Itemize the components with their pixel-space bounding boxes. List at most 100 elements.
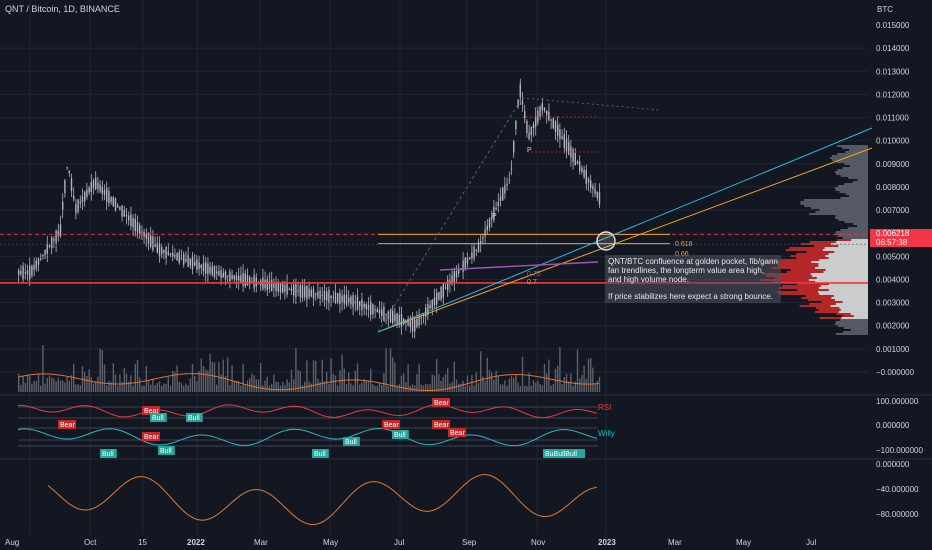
candle-body (84, 191, 86, 202)
profile-bar (818, 263, 868, 265)
candle-body (183, 254, 185, 265)
profile-bar (822, 249, 868, 251)
candle-body (574, 152, 576, 166)
candle-body (68, 170, 70, 174)
candle-body (66, 167, 68, 169)
volume-bar (464, 385, 466, 392)
candle-body (26, 270, 29, 275)
bull-label: Bull (160, 448, 172, 455)
volume-bar (99, 348, 101, 392)
volume-bar (121, 382, 123, 392)
volume-bar (372, 383, 374, 392)
volume-bar (286, 379, 288, 392)
volume-bar (229, 385, 231, 392)
bear-label: Bear (144, 408, 159, 415)
candle-body (312, 288, 315, 299)
bear-label-bg (142, 432, 160, 441)
volume-bar (97, 376, 99, 392)
candle-body (119, 207, 121, 211)
candle-body (180, 258, 183, 260)
candle-body (227, 275, 229, 277)
profile-bar (848, 195, 868, 197)
volume-bar (506, 385, 508, 392)
candle-body (592, 186, 594, 190)
candle-body (266, 279, 268, 290)
volume-bar (422, 385, 425, 392)
candle-body (277, 282, 279, 292)
candle-body (398, 315, 400, 325)
profile-bar (837, 235, 868, 237)
price-tick: 0.007000 (876, 206, 910, 215)
candle-body (392, 310, 394, 324)
profile-bar (842, 237, 868, 239)
candle-body (508, 179, 510, 181)
candle-body (288, 288, 290, 290)
profile-bar (835, 215, 868, 217)
candle-body (86, 189, 88, 198)
candle-body (341, 295, 343, 302)
candle-body (279, 282, 282, 293)
volume-bar (279, 385, 282, 392)
volume-bar (583, 365, 585, 392)
volume-bar (257, 379, 260, 392)
volume-bar (141, 385, 143, 392)
volume-bar (185, 383, 187, 392)
profile-bar (845, 151, 868, 153)
candle-body (290, 288, 293, 291)
profile-bar (850, 329, 868, 331)
bull-label-bg (312, 449, 329, 458)
volume-bar (53, 378, 55, 392)
volume-bar (68, 381, 70, 392)
candle-body (587, 178, 590, 183)
volume-bar (163, 383, 165, 392)
candle-body (255, 277, 257, 287)
profile-bar (808, 279, 868, 281)
candle-body (145, 234, 147, 239)
candle-body (112, 197, 114, 207)
volume-bar (143, 385, 145, 392)
volume-bar (396, 385, 398, 392)
candle-body (453, 271, 455, 283)
volume-bar (356, 363, 359, 392)
profile-bar (796, 289, 829, 291)
candle-body (59, 224, 62, 237)
profile-bar (837, 325, 868, 327)
price-tick: 0.003000 (876, 299, 910, 308)
candle-body (216, 271, 218, 274)
candle-body (147, 232, 150, 245)
volume-bar (202, 366, 205, 392)
candle-body (48, 245, 51, 247)
candle-body (466, 258, 469, 264)
bear-label: Bear (144, 434, 159, 441)
candle-body (165, 246, 167, 258)
volume-bar (46, 377, 48, 392)
volume-bar (271, 383, 273, 392)
candle-body (557, 124, 559, 136)
candle-body (579, 161, 581, 172)
volume-bar (436, 359, 438, 392)
pivot-label: P (527, 147, 532, 154)
volume-bar (308, 381, 310, 392)
candle-body (451, 275, 453, 285)
volume-bar (502, 384, 504, 392)
candle-body (200, 264, 202, 269)
candle-body (400, 314, 403, 327)
profile-bar (796, 253, 829, 255)
profile-bar (834, 299, 868, 301)
candle-body (365, 303, 367, 309)
volume-bar (504, 380, 506, 392)
candle-body (244, 273, 246, 287)
currency-label: BTC (877, 5, 893, 14)
profile-bar (840, 309, 868, 311)
volume-bar (95, 381, 97, 392)
volume-bar (524, 385, 526, 392)
volume-bar (592, 367, 594, 392)
volume-bar (24, 382, 26, 392)
candle-body (561, 136, 563, 139)
profile-bar (814, 311, 839, 313)
volume-bar (484, 380, 486, 392)
volume-bar (77, 384, 79, 392)
volume-bar (590, 357, 592, 392)
profile-bar (818, 287, 868, 289)
profile-bar (778, 287, 819, 289)
